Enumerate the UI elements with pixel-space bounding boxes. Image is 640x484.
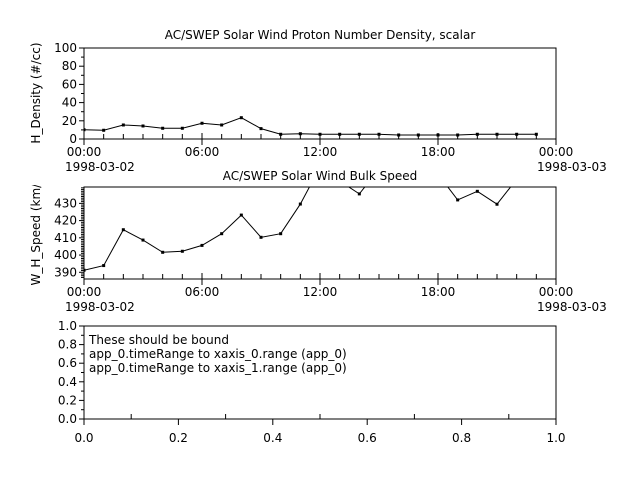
data-point <box>397 164 400 167</box>
data-point <box>200 121 204 125</box>
data-point <box>180 249 184 253</box>
x-tick-label: 00:00 <box>539 285 574 299</box>
x-tick-label: 00:00 <box>539 145 574 159</box>
x-tick-label: 00:00 <box>67 285 102 299</box>
data-point <box>84 128 86 132</box>
data-point <box>456 198 460 202</box>
data-point <box>121 228 125 232</box>
data-point <box>279 232 283 236</box>
annotation-line-1: These should be bound <box>88 333 229 347</box>
x-tick-label: 12:00 <box>303 145 338 159</box>
data-point <box>535 174 538 177</box>
y-tick-label: 0 <box>69 132 77 146</box>
panel2-x-start-date: 1998-03-02 <box>65 300 135 314</box>
x-tick-label: 18:00 <box>421 285 456 299</box>
x-tick-label: 18:00 <box>421 145 456 159</box>
panel2-ylabel: SW_H_Speed (km/s) <box>29 173 43 293</box>
y-tick-label: 0.2 <box>58 393 77 407</box>
annotation-line-2: app_0.timeRange to xaxis_0.range (app_0) <box>89 347 347 361</box>
data-point <box>180 126 184 130</box>
y-tick-label: 0.8 <box>58 338 77 352</box>
x-tick-label: 12:00 <box>303 285 338 299</box>
y-tick-label: 390 <box>54 265 77 279</box>
x-tick-label: 0.8 <box>452 431 471 445</box>
data-point <box>259 235 263 239</box>
panel1-ylabel: H_Density (#/cc) <box>29 42 43 143</box>
y-tick-label: 430 <box>54 196 77 210</box>
panel2-plot: 390 400 410 420 430 00:00 06:00 12:00 18:00 00:00 <box>54 164 574 299</box>
plot-frame <box>83 186 557 280</box>
data-point <box>259 127 263 131</box>
panel1-ylabel-wrap: H_Density (#/cc) <box>29 42 43 143</box>
plot-frame <box>83 47 557 140</box>
y-tick-label: 100 <box>54 41 77 55</box>
series-line <box>84 117 537 136</box>
y-tick-label: 0.0 <box>58 412 77 426</box>
data-point <box>200 243 204 247</box>
y-tick-label: 410 <box>54 231 77 245</box>
panel2-x-end-date: 1998-03-03 <box>537 300 607 314</box>
data-point <box>417 167 420 170</box>
data-point <box>239 213 243 217</box>
series-line <box>84 187 512 271</box>
data-point <box>161 126 165 130</box>
data-point <box>141 124 145 128</box>
panel2-title: AC/SWEP Solar Wind Bulk Speed <box>223 169 417 183</box>
y-tick-label: 1.0 <box>58 319 77 333</box>
data-point <box>121 123 125 127</box>
data-point <box>84 268 86 272</box>
x-tick-label: 06:00 <box>185 285 220 299</box>
series-group <box>84 116 538 137</box>
panel1-x-end-date: 1998-03-03 <box>537 160 607 174</box>
x-tick-label: 00:00 <box>67 145 102 159</box>
x-tick-label: 0.6 <box>358 431 377 445</box>
data-point <box>437 173 440 176</box>
y-tick-label: 80 <box>62 59 77 73</box>
data-point <box>357 192 361 196</box>
data-point <box>495 202 499 206</box>
data-point <box>220 232 224 236</box>
data-point <box>298 132 302 136</box>
panel2-ylabel-wrap: SW_H_Speed (km/s) <box>29 173 43 293</box>
data-point <box>161 250 165 254</box>
series-group <box>84 164 538 272</box>
data-point <box>220 123 224 127</box>
data-point <box>239 116 243 120</box>
y-tick-label: 400 <box>54 248 77 262</box>
x-tick-label: 0.2 <box>169 431 188 445</box>
y-tick-label: 60 <box>62 77 77 91</box>
x-tick-label: 0.0 <box>74 431 93 445</box>
data-point <box>102 264 106 268</box>
data-point <box>102 128 106 132</box>
y-tick-label: 0.4 <box>58 375 77 389</box>
data-point <box>475 189 479 193</box>
data-point <box>515 178 518 181</box>
x-tick-label: 1.0 <box>546 431 565 445</box>
data-point <box>298 202 302 206</box>
x-tick-label: 06:00 <box>185 145 220 159</box>
panel1-x-start-date: 1998-03-02 <box>65 160 135 174</box>
panel1-plot: 0 20 40 60 80 100 00:00 06:00 12:00 18:00 00:00 <box>54 41 573 159</box>
y-tick-label: 420 <box>54 214 77 228</box>
y-tick-label: 40 <box>62 96 77 110</box>
annotation-line-3: app_0.timeRange to xaxis_1.range (app_0) <box>89 361 347 375</box>
x-tick-label: 0.4 <box>263 431 282 445</box>
panel3-plot: 0.0 0.2 0.4 0.6 0.8 1.0 0.0 0.2 0.4 0.6 0.8 1.0 <box>58 319 566 445</box>
y-tick-label: 20 <box>62 114 77 128</box>
panel1-title: AC/SWEP Solar Wind Proton Number Density… <box>165 28 476 42</box>
y-tick-label: 0.6 <box>58 356 77 370</box>
data-point <box>141 238 145 242</box>
